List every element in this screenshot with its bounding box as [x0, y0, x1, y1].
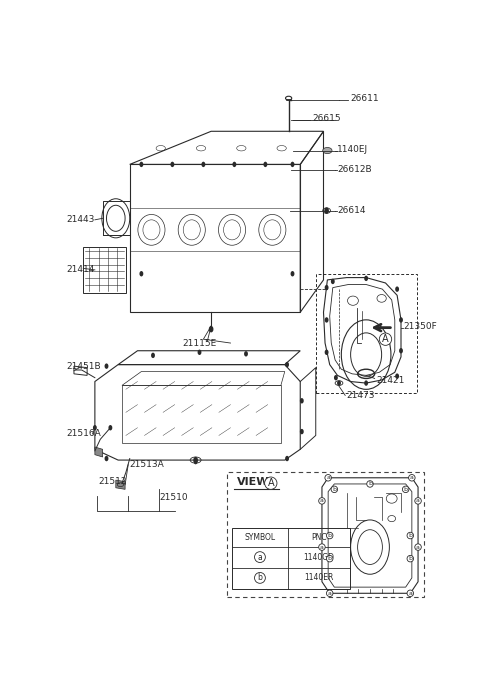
Circle shape: [408, 590, 412, 596]
Text: 21421: 21421: [376, 376, 405, 385]
Circle shape: [324, 318, 328, 323]
Text: b: b: [328, 533, 332, 538]
Circle shape: [194, 459, 198, 464]
Circle shape: [105, 456, 108, 461]
Text: b: b: [408, 533, 412, 538]
Circle shape: [324, 207, 329, 214]
Text: b: b: [332, 487, 336, 492]
Bar: [227, 473, 424, 597]
Text: a: a: [320, 498, 324, 504]
Circle shape: [232, 162, 236, 167]
Circle shape: [409, 533, 412, 538]
Circle shape: [369, 482, 372, 486]
Circle shape: [333, 487, 336, 492]
Text: 26612B: 26612B: [337, 165, 372, 174]
Circle shape: [170, 162, 174, 167]
Circle shape: [328, 533, 331, 538]
Text: 21510: 21510: [159, 493, 188, 502]
Text: 21414: 21414: [66, 265, 95, 274]
Circle shape: [139, 271, 144, 276]
Text: a: a: [416, 498, 420, 504]
Circle shape: [334, 375, 338, 380]
Circle shape: [320, 498, 324, 504]
Circle shape: [244, 351, 248, 357]
Circle shape: [416, 544, 420, 550]
Text: PNC: PNC: [311, 533, 327, 542]
Circle shape: [364, 276, 368, 281]
Circle shape: [416, 498, 420, 504]
Circle shape: [320, 544, 324, 550]
Circle shape: [404, 487, 407, 492]
Text: b: b: [408, 556, 412, 561]
Text: a: a: [408, 591, 412, 596]
Circle shape: [93, 425, 97, 431]
Bar: [316, 274, 417, 393]
Circle shape: [410, 475, 414, 481]
Circle shape: [290, 162, 294, 167]
Text: a: a: [328, 591, 332, 596]
Text: 1140GD: 1140GD: [303, 552, 335, 562]
Text: VIEW: VIEW: [237, 477, 269, 487]
Text: 21516A: 21516A: [66, 429, 101, 439]
Circle shape: [105, 364, 108, 369]
Circle shape: [324, 285, 328, 290]
Text: a: a: [416, 544, 420, 550]
Text: 26615: 26615: [312, 114, 340, 123]
Ellipse shape: [323, 148, 332, 154]
Circle shape: [364, 380, 368, 386]
Text: 21451B: 21451B: [66, 362, 101, 370]
Circle shape: [300, 429, 304, 435]
Circle shape: [264, 162, 267, 167]
Circle shape: [324, 349, 328, 355]
Text: b: b: [257, 573, 263, 582]
Text: 1140EJ: 1140EJ: [337, 144, 369, 154]
Circle shape: [285, 362, 289, 368]
Bar: [83, 247, 126, 293]
Text: SYMBOL: SYMBOL: [244, 533, 276, 542]
Circle shape: [331, 279, 335, 284]
Text: 21512: 21512: [99, 477, 127, 486]
Circle shape: [399, 348, 403, 353]
Circle shape: [209, 326, 214, 332]
Text: 26611: 26611: [350, 93, 379, 103]
Text: b: b: [328, 556, 332, 561]
Circle shape: [285, 456, 289, 461]
Text: b: b: [368, 481, 372, 487]
Text: A: A: [267, 478, 274, 488]
Circle shape: [139, 162, 144, 167]
Text: b: b: [404, 487, 408, 492]
Circle shape: [328, 556, 331, 561]
Circle shape: [326, 475, 330, 481]
Circle shape: [290, 271, 294, 276]
Circle shape: [328, 590, 332, 596]
Text: 21473: 21473: [347, 391, 375, 400]
Circle shape: [395, 374, 399, 379]
Text: 21350F: 21350F: [403, 322, 437, 330]
Text: 1140ER: 1140ER: [304, 573, 334, 582]
Text: 21115E: 21115E: [182, 338, 216, 347]
Polygon shape: [116, 480, 125, 489]
Circle shape: [300, 398, 304, 403]
Circle shape: [409, 556, 412, 561]
Text: A: A: [382, 334, 389, 344]
Circle shape: [151, 353, 155, 358]
Circle shape: [399, 318, 403, 323]
Circle shape: [395, 286, 399, 292]
Text: a: a: [326, 475, 330, 480]
Circle shape: [202, 162, 205, 167]
Text: a: a: [320, 544, 324, 550]
Text: 21443: 21443: [66, 215, 95, 224]
Circle shape: [193, 457, 198, 463]
Circle shape: [108, 425, 112, 431]
Text: a: a: [258, 552, 263, 562]
Text: 26614: 26614: [337, 206, 366, 215]
Circle shape: [337, 380, 341, 386]
Circle shape: [198, 349, 202, 355]
Bar: [232, 528, 350, 590]
Polygon shape: [95, 447, 103, 457]
Text: 21513A: 21513A: [130, 460, 165, 469]
Text: a: a: [410, 475, 414, 480]
